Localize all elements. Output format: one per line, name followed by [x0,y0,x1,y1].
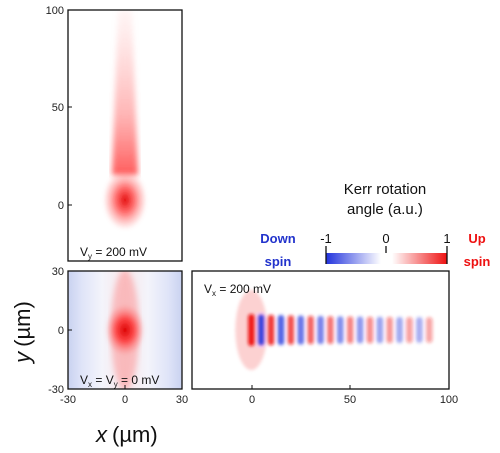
spin-stripe [277,315,285,346]
down-spin-label-1: Down [260,231,295,246]
bl-ytick-30: 30 [52,266,64,278]
bottom-right-ticks: 0 50 100 [249,385,458,406]
spin-stripe [317,315,324,345]
bottom-right-annotation: Vx = 200 mV [204,282,271,298]
br-xtick-100: 100 [440,394,458,406]
stripe-group [235,290,433,370]
top-ytick-50: 50 [52,102,64,114]
spin-stripe [376,316,384,344]
y-axis-label: y(µm) [10,301,35,365]
colorbar-positive [392,253,447,264]
top-y-ticks: 0 50 100 [46,5,72,212]
bottom-right-panel: 0 50 100 Vx = 200 mV [191,270,458,406]
bl-xtick-neg30: -30 [60,394,76,406]
bottom-left-heatmap [68,271,182,389]
spin-stripe [396,317,403,343]
bl-xtick-30: 30 [176,394,188,406]
spin-stripe [297,315,304,345]
top-tail [112,10,138,175]
bottom-left-annotation: Vx = Vy = 0 mV [80,373,159,389]
spin-stripe [416,317,423,343]
colorbar-label-1: 1 [443,231,450,246]
bl-xtick-0: 0 [122,394,128,406]
spin-stripe [366,316,374,344]
spin-stripe [307,315,314,345]
top-heatmap [68,10,182,261]
top-frame [67,9,183,262]
bl-ytick-neg30: -30 [48,384,64,396]
br-xtick-0: 0 [249,394,255,406]
colorbar-negative [326,253,381,264]
spin-stripe [337,316,344,344]
top-panel: 0 50 100 Vy = 200 mV [46,5,183,262]
bottom-right-heatmap [192,271,449,389]
colorbar-label-neg1: -1 [320,231,332,246]
colorbar-legend: Kerr rotation angle (a.u.) -1 0 1 Down s… [260,181,490,269]
top-spot [103,170,147,230]
colorbar-title-line1: Kerr rotation [344,181,427,198]
spin-stripe [346,316,354,344]
spin-stripe [406,317,413,343]
down-spin-label-2: spin [265,254,292,269]
spin-stripe [327,316,334,344]
top-annotation: Vy = 200 mV [80,245,147,261]
spin-stripe [356,316,364,344]
spin-stripe [426,317,433,343]
bottom-left-panel: -30 0 30 -30 0 30 Vx = Vy = 0 mV x (µm) y… [10,266,188,447]
bl-ytick-0: 0 [58,325,64,337]
colorbar-label-0: 0 [382,231,389,246]
colorbar-title-line2: angle (a.u.) [347,201,423,218]
up-spin-label-1: Up [468,231,485,246]
x-axis-label: x (µm) [95,422,158,447]
br-xtick-50: 50 [344,394,356,406]
top-ytick-100: 100 [46,5,64,17]
bottom-left-spot [105,304,145,356]
top-ytick-0: 0 [58,200,64,212]
spin-stripe [287,315,295,345]
spin-stripe [257,314,265,346]
up-spin-label-2: spin [464,254,491,269]
bottom-left-ticks: -30 0 30 -30 0 30 [48,266,188,406]
spin-stripe [267,314,275,346]
spin-stripe [248,314,255,346]
bottom-right-frame [191,270,450,390]
spin-stripe [386,316,393,344]
